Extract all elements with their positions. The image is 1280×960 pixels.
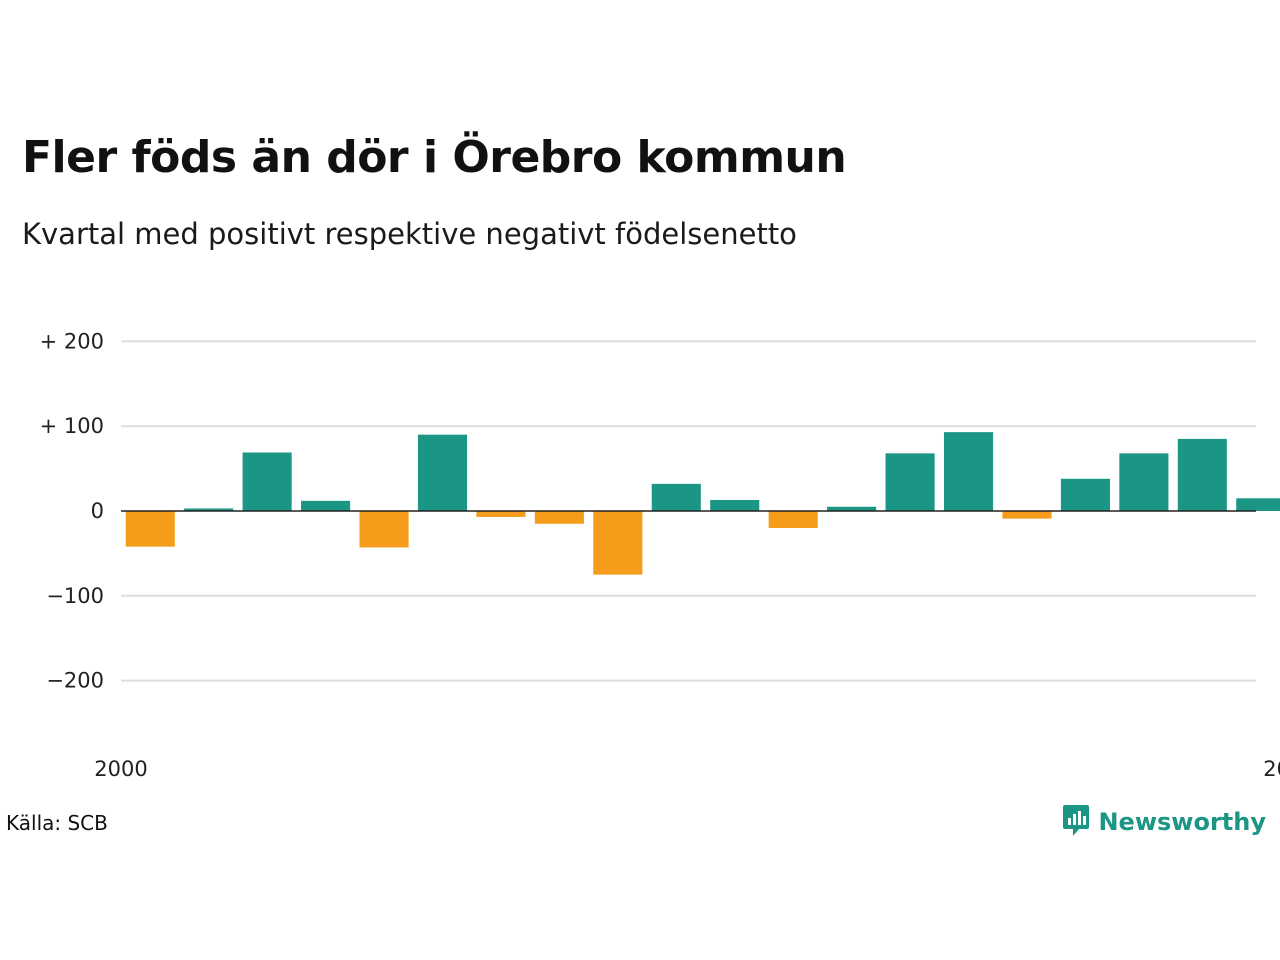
y-tick-label: + 200 [40,329,104,353]
bar: 2004 K1: 38 [1060,478,1110,511]
newsworthy-logo-text: Newsworthy [1098,808,1266,836]
bar: 2001 K1: -43 [359,511,409,548]
newsworthy-logo-icon [1062,803,1090,841]
bar: 2003 K3: 93 [943,432,994,511]
bar: 2001 K3: -7 [476,511,526,517]
bars: 2000 K1: -42 2000 K2: 3 2000 K3: 69 2000 K4… [121,432,1280,575]
bar: 2004 K3: 85 [1177,438,1227,511]
bar: 2000 K3: 69 [242,452,292,511]
gridlines [121,340,1256,682]
bar: 2003 K1: 5 [827,506,877,511]
x-tick-label: 2000 [94,757,147,781]
bar: 2000 K2: 3 [184,508,234,511]
bar: 2004 K2: 68 [1119,453,1169,511]
bar: 2001 K4: -15 [534,511,584,524]
y-tick-label: −200 [46,669,104,693]
source-note: Källa: SCB [6,811,108,835]
bar: 2003 K4: -9 [1002,511,1052,519]
bar: 2001 K2: 90 [417,434,468,511]
x-axis-labels: 20002005201020152020 [94,757,1280,781]
y-tick-label: −100 [46,584,104,608]
y-tick-label: + 100 [40,414,104,438]
bar-chart: + 200 + 100 0 −100 −200 2000 K1: -42 2000 K2:… [40,329,1280,781]
y-tick-label: 0 [91,499,104,523]
chart-subtitle: Kvartal med positivt respektive negativt… [22,217,797,251]
x-tick-label: 2005 [1263,757,1280,781]
bar: 2000 K1: -42 [125,511,175,547]
y-axis-labels: + 200 + 100 0 −100 −200 [40,329,104,692]
chart-title: Fler föds än dör i Örebro kommun [22,132,847,183]
newsworthy-logo: Newsworthy [1062,803,1266,841]
bar: 2000 K4: 12 [301,500,351,511]
bar: 2003 K2: 68 [885,453,935,511]
bar: 2004 K4: 15 [1236,498,1280,511]
